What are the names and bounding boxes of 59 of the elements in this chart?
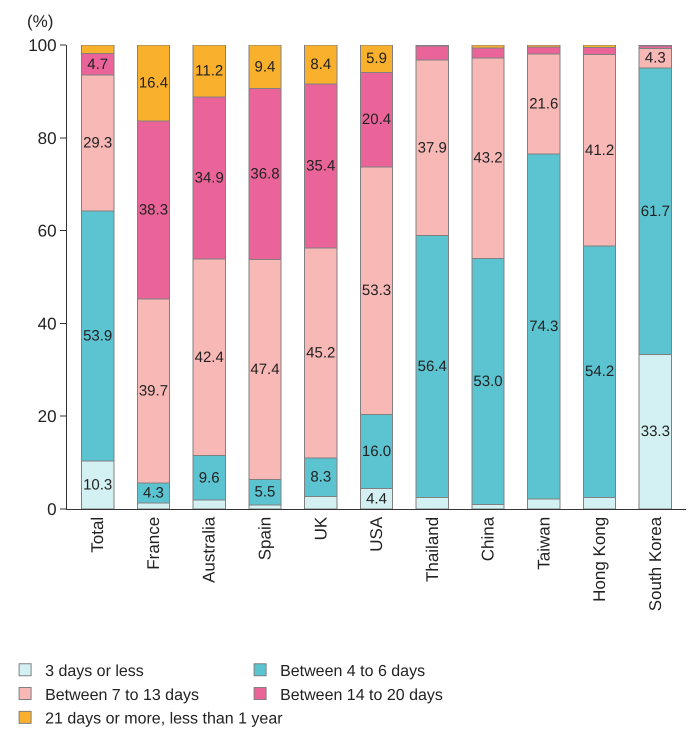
- data-label: 38.3: [138, 201, 168, 218]
- data-label: 36.8: [250, 165, 280, 182]
- data-label: 9.6: [198, 469, 220, 486]
- y-tick-label: 40: [38, 314, 57, 334]
- legend-label: 21 days or more, less than 1 year: [45, 710, 284, 728]
- data-label: 11.2: [195, 62, 224, 80]
- data-label: 74.3: [529, 318, 558, 335]
- x-tick-label: Taiwan: [534, 516, 554, 570]
- x-tick-label: Hong Kong: [590, 516, 610, 602]
- x-tick-label: Spain: [255, 516, 274, 560]
- x-tick-label: USA: [367, 516, 386, 552]
- y-tick-label: 20: [38, 407, 57, 426]
- data-label: 56.4: [418, 358, 447, 376]
- data-label: 45.2: [306, 344, 336, 362]
- data-label: 16.4: [138, 74, 168, 92]
- legend-label: Between 14 to 20 days: [280, 686, 443, 704]
- x-tick-label: France: [144, 516, 163, 570]
- y-tick-label: 100: [28, 36, 57, 55]
- data-label: 43.2: [473, 150, 503, 167]
- legend-label: Between 4 to 6 days: [280, 662, 426, 680]
- y-tick-label: 80: [38, 128, 57, 148]
- legend-label: Between 7 to 13 days: [45, 686, 199, 704]
- data-label: 39.7: [138, 382, 168, 400]
- y-axis-title: (%): [27, 12, 54, 31]
- data-label: 29.3: [83, 134, 112, 152]
- data-label: 34.9: [194, 169, 224, 186]
- data-label: 53.0: [473, 372, 503, 390]
- legend-label: 3 days or less: [45, 662, 144, 680]
- x-tick-label: South Korea: [646, 516, 665, 612]
- x-tick-label: Total: [88, 516, 108, 553]
- data-label: 54.2: [584, 363, 614, 380]
- data-label: 4.4: [366, 490, 387, 508]
- data-label: 16.0: [362, 442, 392, 460]
- data-label: 5.5: [254, 484, 276, 501]
- data-label: 53.3: [362, 282, 392, 300]
- y-tick-label: 0: [47, 500, 57, 519]
- data-label: 20.4: [362, 111, 392, 128]
- data-label: 8.3: [310, 468, 332, 486]
- x-tick-label: Thailand: [422, 516, 442, 582]
- x-tick-label: China: [478, 516, 498, 562]
- data-label: 47.4: [250, 360, 280, 378]
- data-label: 5.9: [366, 50, 387, 68]
- data-label: 4.7: [87, 56, 108, 73]
- data-label: 37.9: [418, 139, 447, 156]
- data-label: 41.2: [584, 142, 614, 159]
- data-label: 35.4: [306, 158, 336, 175]
- data-label: 4.3: [143, 484, 164, 502]
- data-label: 61.7: [640, 202, 670, 220]
- x-tick-label: Australia: [200, 516, 219, 583]
- data-label: 33.3: [640, 423, 670, 440]
- data-label: 4.3: [644, 50, 666, 67]
- data-label: 10.3: [83, 476, 112, 494]
- data-label: 8.4: [310, 56, 332, 73]
- data-label: 21.6: [529, 95, 558, 112]
- data-label: 53.9: [83, 328, 112, 345]
- y-tick-label: 60: [38, 222, 57, 241]
- x-tick-label: UK: [311, 516, 330, 540]
- data-label: 9.4: [254, 58, 276, 76]
- data-label: 42.4: [194, 348, 224, 366]
